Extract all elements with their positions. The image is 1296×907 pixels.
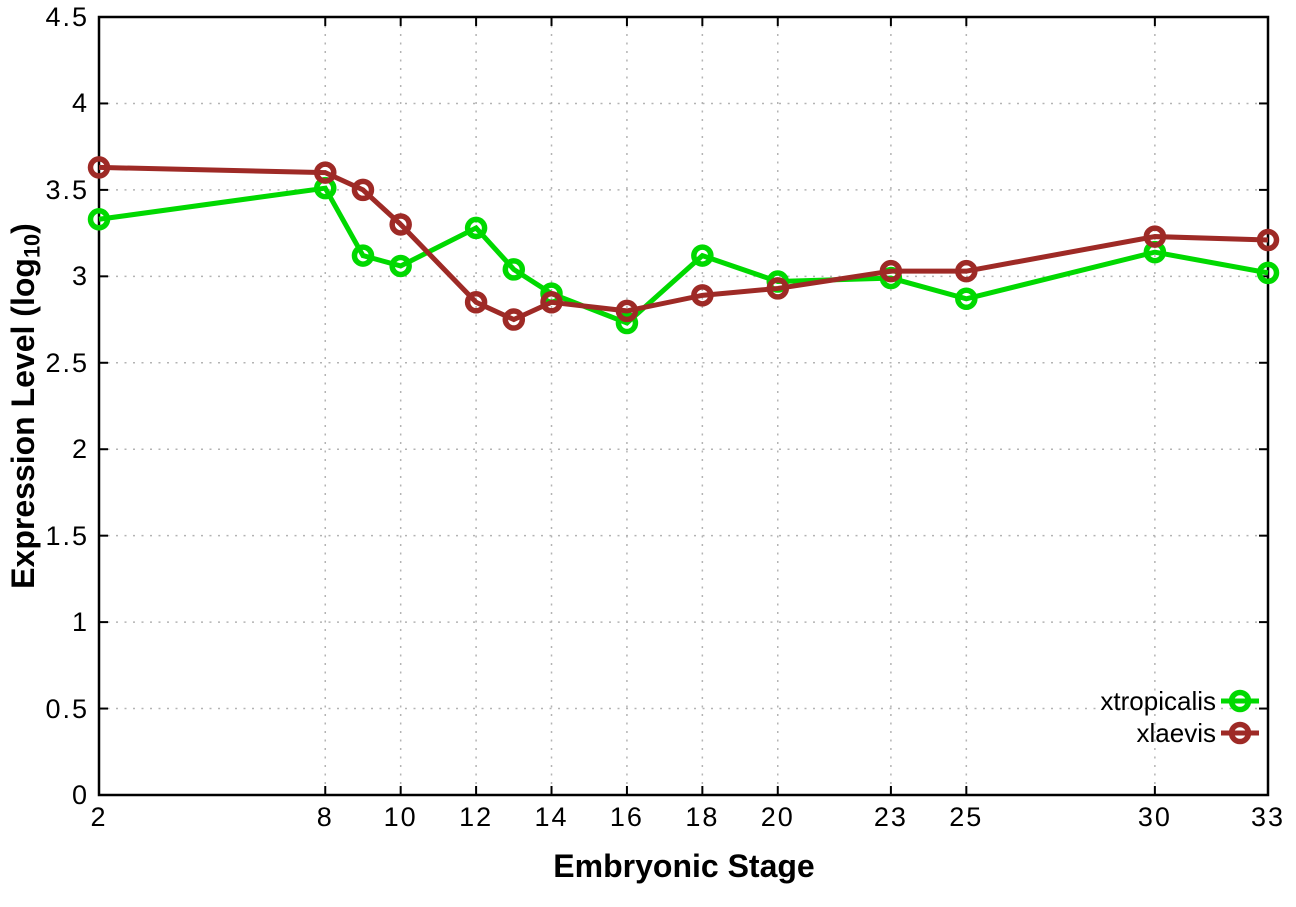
x-tick-label: 33 xyxy=(1250,802,1286,832)
x-tick-label: 20 xyxy=(760,802,795,832)
series-xtropicalis-line xyxy=(98,185,1269,326)
series-xlaevis-marker xyxy=(879,259,903,283)
y-tick-label: 2.5 xyxy=(45,347,89,378)
series-xlaevis-marker xyxy=(314,161,337,184)
y-tick-label: 0 xyxy=(71,780,89,810)
series-xlaevis-marker xyxy=(502,308,526,331)
x-tick-label: 8 xyxy=(316,802,334,832)
y-tick-label: 0.5 xyxy=(45,693,89,724)
y-tick-label: 3.5 xyxy=(45,174,89,205)
y-axis-title-text: Expression Level (log xyxy=(5,258,41,589)
x-tick-label: 16 xyxy=(609,802,644,832)
series-xlaevis-marker xyxy=(766,277,790,300)
series-xtropicalis-marker xyxy=(351,244,375,267)
x-tick-label: 23 xyxy=(873,802,908,832)
series-xlaevis-marker xyxy=(615,299,639,323)
legend-entry-xtropicalis: xtropicalis xyxy=(1100,685,1216,717)
x-axis-title: Embryonic Stage xyxy=(553,848,815,884)
y-tick-label: 1.5 xyxy=(45,520,89,551)
legend-entry-xlaevis: xlaevis xyxy=(1100,717,1216,749)
plot-border xyxy=(97,15,1270,797)
y-axis-title-subscript: 10 xyxy=(19,233,45,259)
series-xtropicalis-marker xyxy=(502,258,526,281)
y-tick-label: 3 xyxy=(71,261,89,292)
x-tick-label: 14 xyxy=(534,802,569,832)
legend-sample-marker-xtropicalis xyxy=(1228,689,1252,713)
y-tick-label: 4.5 xyxy=(45,2,89,32)
series-xlaevis-marker xyxy=(955,259,978,283)
x-tick-label: 2 xyxy=(90,802,108,832)
series-xlaevis-marker xyxy=(540,291,563,314)
series-xtropicalis-marker xyxy=(464,216,488,240)
x-tick-label: 10 xyxy=(383,802,418,832)
series-xtropicalis-marker xyxy=(87,208,111,231)
y-tick-label: 4 xyxy=(71,88,89,119)
legend-label-xlaevis: xlaevis xyxy=(1136,718,1216,748)
x-tick-label: 12 xyxy=(459,802,494,832)
series-xlaevis-marker xyxy=(351,178,375,202)
series-xlaevis-marker xyxy=(87,156,111,179)
legend-label-xtropicalis: xtropicalis xyxy=(1100,686,1216,716)
legend-sample-marker-xlaevis xyxy=(1228,721,1252,745)
legend: xtropicalis xlaevis xyxy=(1100,685,1216,749)
series-xlaevis-marker xyxy=(389,213,412,236)
y-tick-label: 2 xyxy=(71,434,89,465)
series-xlaevis-marker xyxy=(464,291,488,314)
series-xtropicalis-marker xyxy=(389,254,412,278)
series-xlaevis-line xyxy=(98,164,1269,323)
series-xtropicalis-marker xyxy=(1256,261,1280,285)
series-xtropicalis-marker xyxy=(615,311,639,335)
y-axis-title: Expression Level (log10) xyxy=(2,126,44,686)
x-tick-label: 18 xyxy=(685,802,720,832)
y-tick-label: 1 xyxy=(71,607,89,638)
y-axis-title-suffix: ) xyxy=(5,223,41,234)
series-xlaevis-marker xyxy=(691,284,714,307)
series-xlaevis-marker xyxy=(1256,228,1280,252)
series-xtropicalis-marker xyxy=(955,287,978,311)
series-xtropicalis-marker xyxy=(691,244,714,267)
x-tick-label: 25 xyxy=(949,802,984,832)
x-tick-label: 30 xyxy=(1137,802,1172,832)
series-xlaevis-marker xyxy=(1143,225,1167,248)
